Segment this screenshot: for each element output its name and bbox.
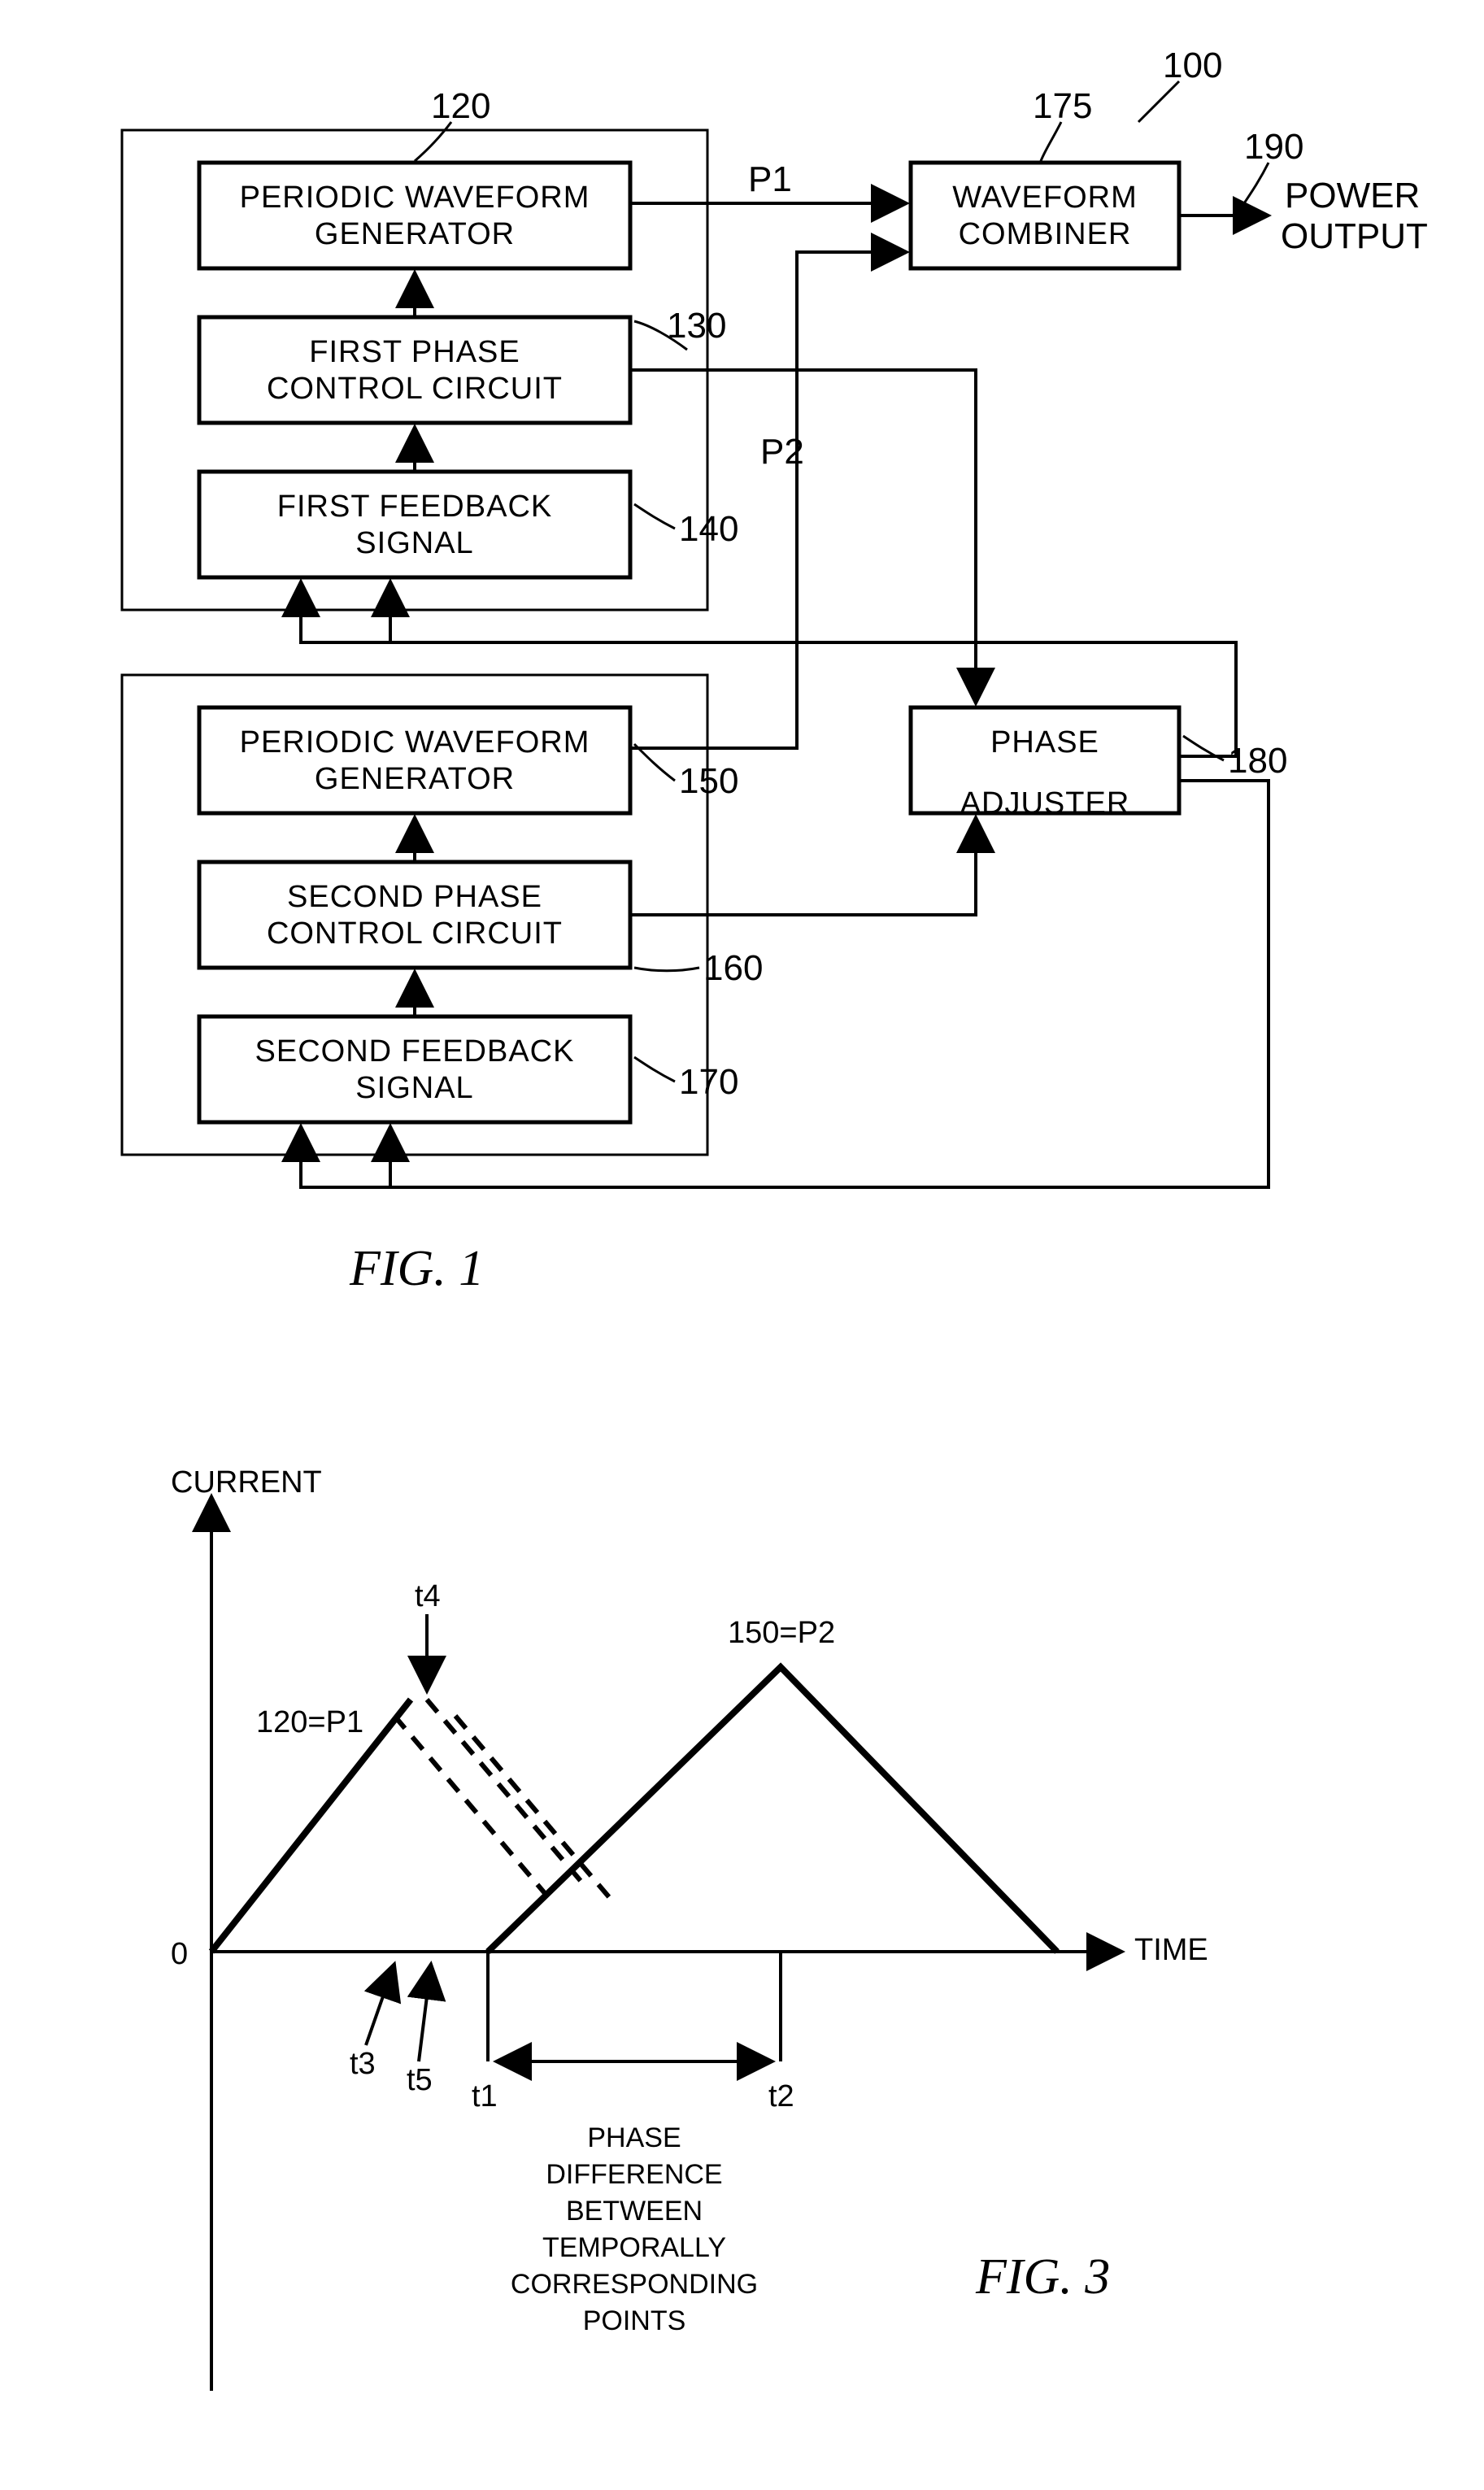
p1-fall-t3 [394, 1716, 553, 1903]
leader-100 [1138, 81, 1179, 122]
x-axis-label: TIME [1134, 1933, 1208, 1967]
label-power-l1: POWER [1285, 176, 1420, 215]
ref-190: 190 [1244, 127, 1303, 167]
leader-175 [1041, 122, 1061, 161]
label-spc-l1: SECOND PHASE [287, 880, 542, 914]
label-pwg2-l1: PERIODIC WAVEFORM [240, 725, 590, 760]
leader-170 [634, 1057, 675, 1082]
arrow-t5 [419, 1964, 431, 2061]
label-t5: t5 [407, 2063, 433, 2097]
y-axis-label: CURRENT [171, 1465, 322, 1500]
arrow-180-to-170a [301, 781, 1269, 1187]
p2-peak-label: 150=P2 [728, 1616, 835, 1650]
label-fpc-l1: FIRST PHASE [309, 335, 520, 369]
label-sfs-l1: SECOND FEEDBACK [255, 1034, 575, 1069]
box-pwg-120 [199, 163, 630, 268]
p2-triangle [488, 1667, 1057, 1952]
label-pwg1-l2: GENERATOR [315, 217, 515, 251]
label-spc-l2: CONTROL CIRCUIT [267, 916, 563, 951]
leader-140 [634, 504, 675, 529]
ref-120: 120 [431, 86, 490, 126]
label-adjuster-l1: PHASE [990, 725, 1099, 760]
ref-130b: 130 [667, 306, 726, 346]
ref-150: 150 [679, 761, 738, 801]
label-t3: t3 [350, 2047, 376, 2081]
label-ffs-l1: FIRST FEEDBACK [277, 490, 552, 524]
box-ffs-140 [199, 472, 630, 577]
note-l2: DIFFERENCE [546, 2159, 722, 2190]
label-p2: P2 [760, 432, 804, 472]
p1-fall-t4 [427, 1700, 585, 1887]
ref-180: 180 [1228, 741, 1287, 781]
note-l1: PHASE [587, 2122, 681, 2153]
arrow-t3 [366, 1964, 394, 2045]
p1-peak-label: 120=P1 [256, 1705, 363, 1739]
label-power-l2: OUTPUT [1281, 216, 1428, 256]
label-pwg1-l1: PERIODIC WAVEFORM [240, 181, 590, 215]
fig3-label: FIG. 3 [975, 2249, 1110, 2305]
box-combiner-175 [911, 163, 1179, 268]
box-fpc-130 [199, 317, 630, 423]
label-t1: t1 [472, 2079, 498, 2113]
ref-160: 160 [703, 948, 763, 988]
label-fpc-l2: CONTROL CIRCUIT [267, 372, 563, 406]
box-spc-160 [199, 862, 630, 968]
box-pwg-150 [199, 707, 630, 813]
zero-label: 0 [171, 1937, 188, 1971]
label-pwg2-l2: GENERATOR [315, 762, 515, 796]
label-combiner-l1: WAVEFORM [952, 181, 1138, 215]
label-ffs-l2: SIGNAL [355, 526, 473, 560]
box-sfs-170 [199, 1016, 630, 1122]
ref-170: 170 [679, 1062, 738, 1102]
note-l5: CORRESPONDING [511, 2269, 758, 2300]
fig3-svg: CURRENT TIME 0 120=P1 150=P2 t4 t3 t5 t1… [0, 1431, 1484, 2488]
label-combiner-l2: COMBINER [959, 217, 1132, 251]
label-sfs-l2: SIGNAL [355, 1071, 473, 1105]
note-l6: POINTS [583, 2305, 686, 2336]
fig1-label: FIG. 1 [349, 1241, 484, 1296]
p1-fall-t5 [455, 1716, 614, 1903]
label-t2: t2 [768, 2079, 794, 2113]
leader-160 [634, 968, 699, 971]
ref-175: 175 [1033, 86, 1092, 126]
label-adjuster-l2: ADJUSTER [960, 786, 1130, 821]
ref-100: 100 [1163, 46, 1222, 85]
leader-120 [415, 122, 451, 161]
fig1-svg: PERIODIC WAVEFORM GENERATOR FIRST PHASE … [0, 0, 1484, 1399]
label-p1: P1 [748, 159, 792, 199]
arrow-160-to-180 [630, 817, 976, 915]
page: PERIODIC WAVEFORM GENERATOR FIRST PHASE … [0, 0, 1484, 2490]
leader-190 [1244, 163, 1269, 203]
label-t4: t4 [415, 1579, 441, 1613]
note-l4: TEMPORALLY [542, 2232, 726, 2263]
note-l3: BETWEEN [566, 2196, 703, 2227]
ref-140: 140 [679, 509, 738, 549]
